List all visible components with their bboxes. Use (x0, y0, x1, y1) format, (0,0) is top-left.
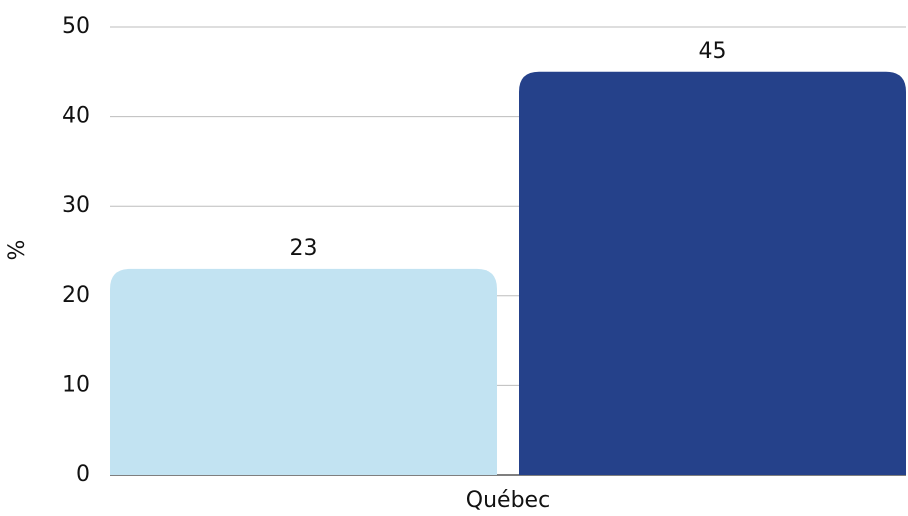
y-tick-label: 20 (62, 283, 90, 308)
y-tick-label: 50 (62, 14, 90, 39)
x-tick-label: Québec (466, 488, 550, 513)
data-label: 23 (290, 236, 318, 261)
data-label: 45 (699, 39, 727, 64)
y-axis-label: % (5, 240, 30, 261)
y-tick-label: 10 (62, 372, 90, 397)
y-tick-label: 0 (76, 462, 90, 487)
y-tick-label: 40 (62, 104, 90, 129)
y-tick-label: 30 (62, 193, 90, 218)
bar (519, 71, 906, 476)
bar (110, 268, 497, 475)
